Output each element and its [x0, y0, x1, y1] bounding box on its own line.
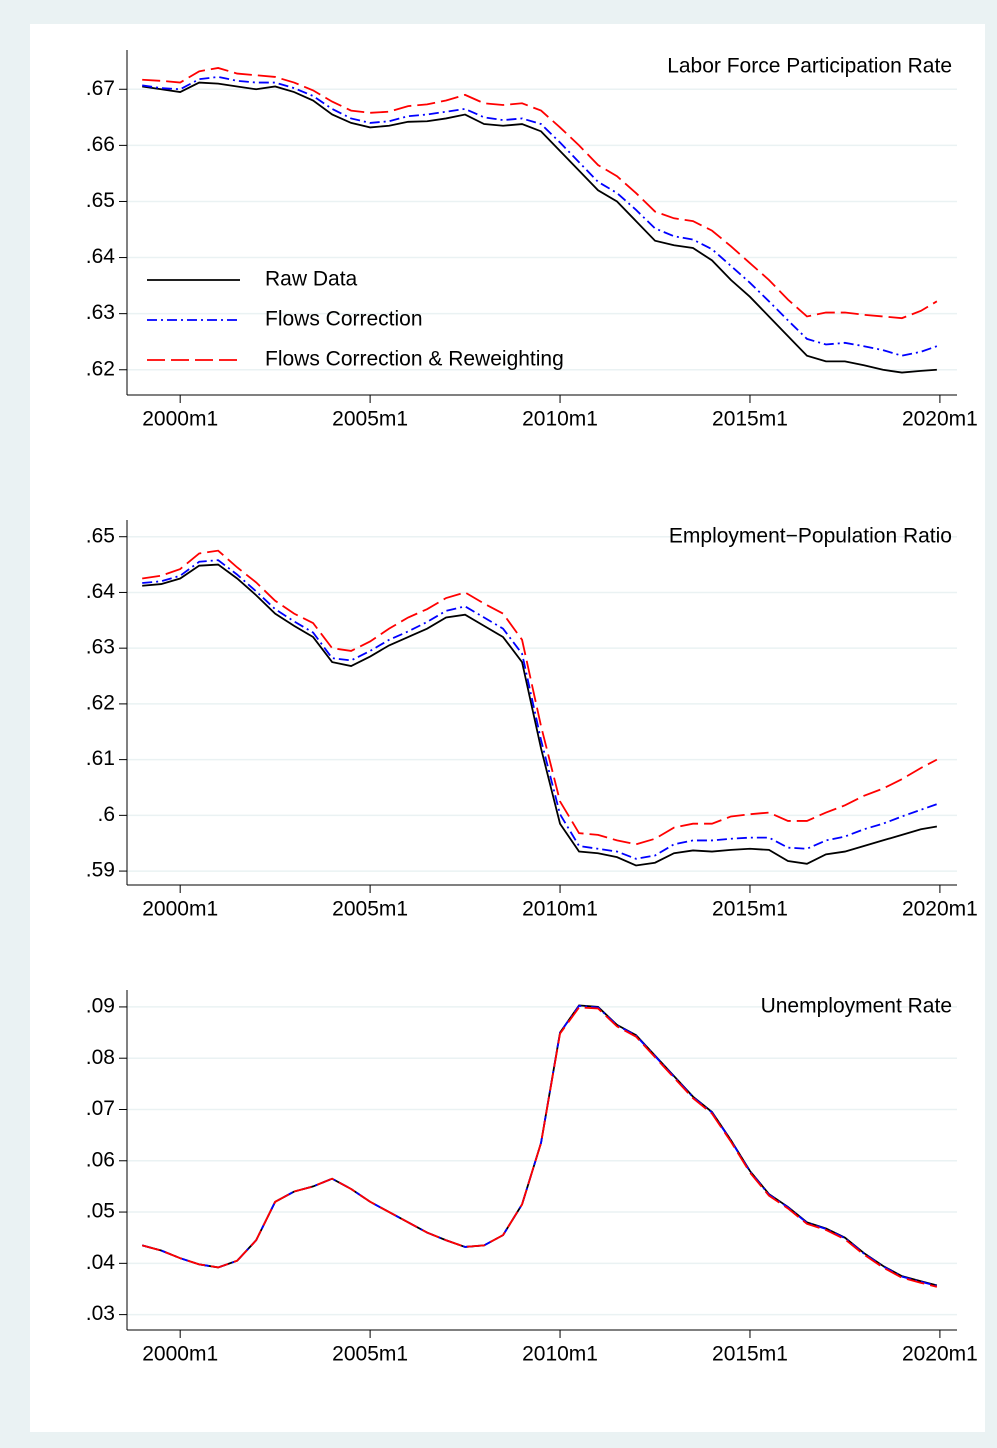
- y-tick-label: .04: [86, 1251, 116, 1274]
- legend-label: Flows Correction: [265, 308, 423, 331]
- legend-label: Raw Data: [265, 268, 358, 291]
- series-line: [142, 549, 938, 846]
- x-tick-label: 2000m1: [142, 1343, 218, 1366]
- y-tick-label: .08: [86, 1046, 115, 1069]
- x-tick-label: 2020m1: [902, 898, 978, 921]
- x-tick-label: 2020m1: [902, 1343, 978, 1366]
- y-tick-label: .64: [86, 580, 116, 603]
- x-tick-label: 2000m1: [142, 898, 218, 921]
- plot-background: [30, 24, 985, 1432]
- x-tick-label: 2000m1: [142, 408, 218, 431]
- y-tick-label: .06: [86, 1148, 115, 1171]
- series-line: [142, 81, 937, 374]
- chart-title: Employment−Population Ratio: [669, 525, 952, 548]
- series-line: [142, 563, 938, 867]
- x-tick-label: 2015m1: [712, 408, 788, 431]
- x-tick-label: 2010m1: [522, 408, 598, 431]
- series-line: [141, 1004, 938, 1287]
- y-tick-label: .67: [86, 77, 115, 100]
- x-tick-label: 2005m1: [332, 1343, 408, 1366]
- y-tick-label: .59: [86, 859, 115, 882]
- y-tick-label: .63: [86, 301, 115, 324]
- y-tick-label: .05: [86, 1200, 115, 1223]
- series-line: [142, 559, 938, 860]
- series-line: [141, 1006, 938, 1288]
- y-tick-label: .65: [86, 189, 115, 212]
- y-tick-label: .62: [86, 357, 115, 380]
- x-tick-label: 2005m1: [332, 898, 408, 921]
- series-line: [142, 67, 938, 320]
- y-tick-label: .64: [86, 245, 116, 268]
- series-line: [142, 76, 938, 357]
- y-tick-label: .03: [86, 1302, 115, 1325]
- x-tick-label: 2010m1: [522, 1343, 598, 1366]
- y-tick-label: .62: [86, 691, 115, 714]
- x-tick-label: 2015m1: [712, 1343, 788, 1366]
- y-tick-label: .09: [86, 994, 115, 1017]
- y-tick-label: .63: [86, 636, 115, 659]
- y-tick-label: .07: [86, 1097, 115, 1120]
- chart-title: Unemployment Rate: [761, 995, 952, 1018]
- y-tick-label: .61: [86, 747, 115, 770]
- y-tick-label: .65: [86, 524, 115, 547]
- x-tick-label: 2020m1: [902, 408, 978, 431]
- y-tick-label: .6: [97, 803, 115, 826]
- chart-title: Labor Force Participation Rate: [667, 55, 952, 78]
- x-tick-label: 2015m1: [712, 898, 788, 921]
- y-tick-label: .66: [86, 133, 115, 156]
- x-tick-label: 2005m1: [332, 408, 408, 431]
- x-tick-label: 2010m1: [522, 898, 598, 921]
- legend-label: Flows Correction & Reweighting: [265, 348, 564, 371]
